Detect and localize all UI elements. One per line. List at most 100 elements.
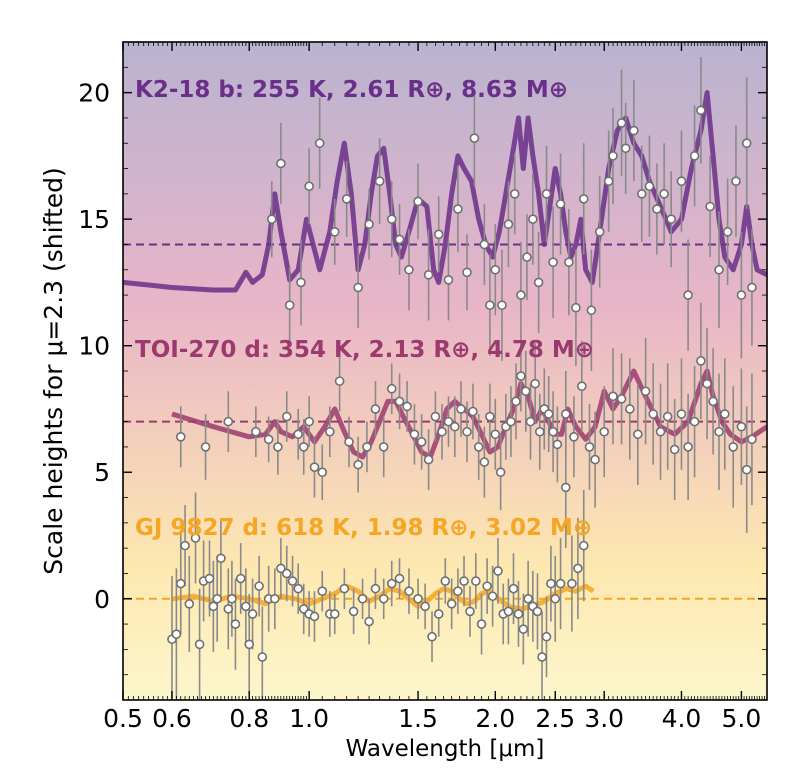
- data-point: [171, 629, 182, 640]
- data-point: [437, 426, 447, 437]
- data-point: [459, 576, 469, 586]
- data-point: [603, 176, 614, 186]
- data-point: [443, 275, 454, 285]
- data-point: [353, 459, 363, 470]
- data-point: [317, 586, 328, 596]
- data-point: [532, 606, 543, 617]
- data-point: [573, 563, 583, 574]
- data-point: [257, 652, 268, 662]
- data-point: [433, 609, 444, 619]
- data-point: [577, 381, 587, 391]
- series-label-k2-18b: K2-18 b: 255 K, 2.61 R⊕, 8.63 M⊕: [135, 77, 568, 103]
- x-tick-label: 4.0: [662, 704, 702, 733]
- data-point: [175, 431, 186, 442]
- data-point: [689, 416, 700, 427]
- data-point: [616, 394, 627, 404]
- data-point: [747, 434, 757, 445]
- data-point: [548, 426, 558, 437]
- data-point: [402, 401, 412, 412]
- data-point: [571, 302, 581, 313]
- data-point: [548, 257, 558, 267]
- data-point: [230, 619, 241, 629]
- data-point: [552, 439, 563, 450]
- data-point: [473, 442, 484, 452]
- data-point: [590, 454, 600, 465]
- data-point: [317, 467, 328, 478]
- data-point: [594, 227, 605, 237]
- data-point: [633, 429, 643, 440]
- data-point: [655, 426, 666, 437]
- data-point: [543, 409, 554, 419]
- data-point: [705, 201, 715, 212]
- data-point: [652, 204, 662, 214]
- data-point: [676, 409, 687, 419]
- data-point: [235, 573, 246, 584]
- data-point: [453, 204, 463, 214]
- x-tick-label: 1.5: [398, 704, 438, 733]
- x-tick-label: 5.0: [722, 704, 762, 733]
- data-point: [620, 143, 631, 154]
- data-point: [564, 257, 574, 267]
- data-point: [443, 416, 454, 427]
- data-point: [584, 442, 595, 452]
- data-point: [503, 606, 514, 617]
- data-point: [325, 426, 335, 437]
- data-point: [644, 181, 655, 192]
- data-point: [413, 196, 423, 207]
- data-point: [490, 429, 501, 440]
- data-point: [212, 593, 222, 604]
- data-point: [528, 214, 538, 224]
- data-point: [560, 482, 571, 493]
- data-point: [404, 264, 414, 275]
- series-label-gj9827d: GJ 9827 d: 618 K, 1.98 R⊕, 3.02 M⊕: [135, 515, 592, 541]
- data-point: [298, 442, 309, 452]
- y-tick-label: 5: [94, 458, 110, 487]
- data-point: [485, 411, 495, 422]
- data-point: [416, 437, 427, 447]
- data-point: [629, 125, 639, 136]
- data-point: [541, 631, 552, 642]
- data-point: [314, 138, 325, 149]
- data-point: [293, 583, 303, 594]
- data-point: [479, 457, 490, 467]
- data-point: [440, 576, 451, 586]
- data-point: [276, 158, 286, 169]
- data-point: [599, 426, 610, 437]
- data-point: [736, 421, 747, 432]
- data-point: [329, 609, 340, 619]
- data-point: [446, 599, 457, 609]
- data-point: [608, 391, 618, 402]
- data-point: [506, 416, 516, 427]
- data-point: [309, 462, 320, 472]
- y-axis-label: Scale heights for μ=2.3 (shifted): [39, 167, 68, 574]
- data-point: [344, 437, 354, 447]
- data-point: [386, 578, 397, 589]
- data-point: [394, 234, 405, 245]
- data-point: [273, 442, 283, 452]
- data-point: [348, 606, 359, 617]
- data-point: [370, 583, 381, 594]
- data-point: [378, 442, 389, 452]
- data-point: [216, 553, 226, 564]
- data-point: [263, 434, 274, 445]
- data-point: [640, 386, 651, 397]
- data-point: [662, 411, 673, 422]
- data-point: [669, 444, 680, 455]
- data-point: [550, 593, 561, 604]
- data-point: [560, 409, 571, 419]
- x-axis-label: Wavelength [μm]: [346, 736, 545, 762]
- data-point: [555, 199, 566, 209]
- data-point: [227, 593, 237, 604]
- data-point: [266, 214, 277, 224]
- x-tick-label: 0.6: [152, 704, 192, 733]
- data-point: [334, 376, 345, 386]
- y-tick-label: 10: [78, 332, 110, 361]
- series-label-toi-270d: TOI-270 d: 354 K, 2.13 R⊕, 4.78 M⊕: [135, 337, 594, 363]
- data-point: [423, 270, 434, 280]
- data-point: [497, 300, 507, 311]
- data-point: [304, 181, 314, 192]
- data-point: [578, 194, 589, 204]
- data-point: [208, 601, 219, 612]
- data-point: [490, 264, 501, 275]
